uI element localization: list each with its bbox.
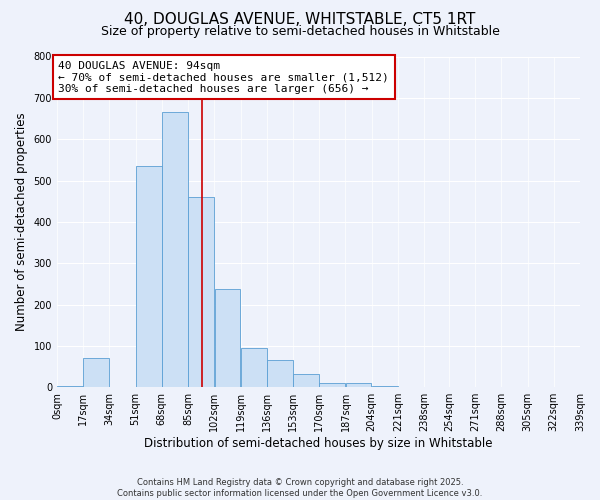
Bar — [319, 383, 345, 387]
Text: 40, DOUGLAS AVENUE, WHITSTABLE, CT5 1RT: 40, DOUGLAS AVENUE, WHITSTABLE, CT5 1RT — [124, 12, 476, 28]
Bar — [346, 383, 371, 387]
Y-axis label: Number of semi-detached properties: Number of semi-detached properties — [15, 112, 28, 331]
Text: Size of property relative to semi-detached houses in Whitstable: Size of property relative to semi-detach… — [101, 25, 499, 38]
Text: 40 DOUGLAS AVENUE: 94sqm
← 70% of semi-detached houses are smaller (1,512)
30% o: 40 DOUGLAS AVENUE: 94sqm ← 70% of semi-d… — [58, 60, 389, 94]
Bar — [241, 348, 266, 387]
Bar — [83, 358, 109, 387]
Bar — [136, 166, 161, 387]
Bar — [372, 386, 398, 387]
Bar — [57, 386, 83, 387]
X-axis label: Distribution of semi-detached houses by size in Whitstable: Distribution of semi-detached houses by … — [144, 437, 493, 450]
Bar — [293, 374, 319, 387]
Bar — [188, 197, 214, 387]
Bar — [215, 289, 241, 387]
Bar — [267, 360, 293, 387]
Bar — [162, 112, 188, 387]
Text: Contains HM Land Registry data © Crown copyright and database right 2025.
Contai: Contains HM Land Registry data © Crown c… — [118, 478, 482, 498]
